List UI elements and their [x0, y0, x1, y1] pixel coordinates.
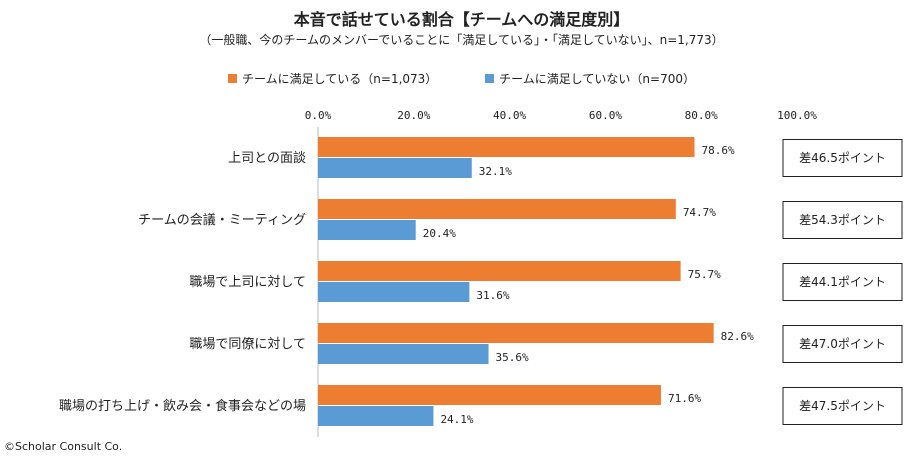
- x-tick-label: 20.0%: [397, 109, 430, 122]
- copyright: ©Scholar Consult Co.: [4, 440, 123, 453]
- category-label: 職場の打ち上げ・飲み会・食事会などの場: [59, 398, 306, 414]
- legend-label-satisfied: チームに満足している（n=1,073）: [242, 72, 438, 86]
- legend-label-not-satisfied: チームに満足していない（n=700）: [499, 72, 695, 86]
- x-tick-label: 40.0%: [493, 109, 526, 122]
- category-label: 職場で上司に対して: [189, 275, 306, 290]
- difference-label: 差47.0ポイント: [799, 337, 886, 351]
- bar: [318, 137, 695, 157]
- difference-box: [782, 325, 903, 363]
- difference-box: [782, 139, 903, 177]
- data-label: 31.6%: [476, 289, 509, 302]
- data-label: 71.6%: [668, 392, 701, 405]
- data-label: 20.4%: [423, 227, 456, 240]
- difference-box: [782, 387, 903, 425]
- difference-label: 差46.5ポイント: [799, 151, 886, 165]
- data-label: 78.6%: [701, 144, 734, 157]
- data-label: 24.1%: [440, 413, 473, 426]
- x-tick-label: 100.0%: [777, 109, 817, 122]
- bar: [318, 158, 472, 178]
- legend-swatch-not-satisfied: [485, 74, 495, 83]
- chart-subtitle: （一般職、今のチームのメンバーでいることに「満足している」・「満足していない」、…: [199, 33, 724, 47]
- bar: [318, 385, 661, 405]
- category-label: チームの会議・ミーティング: [138, 213, 306, 228]
- category-label: 職場で同僚に対して: [189, 337, 306, 352]
- data-label: 75.7%: [688, 268, 721, 281]
- difference-label: 差54.3ポイント: [799, 213, 886, 227]
- data-label: 74.7%: [683, 206, 716, 219]
- bar: [318, 282, 470, 302]
- category-label: 上司との面談: [228, 150, 306, 166]
- legend-item-not-satisfied: チームに満足していない（n=700）: [485, 70, 695, 87]
- legend-swatch-satisfied: [228, 74, 237, 83]
- data-label: 35.6%: [496, 351, 529, 364]
- x-tick-label: 60.0%: [589, 109, 622, 122]
- bar: [318, 344, 489, 364]
- chart-title: 本音で話せている割合【チームへの満足度別】: [293, 10, 630, 29]
- difference-box: [782, 201, 903, 239]
- x-tick-label: 80.0%: [685, 109, 718, 122]
- legend-item-satisfied: チームに満足している（n=1,073）: [228, 70, 437, 87]
- bar: [318, 406, 434, 426]
- legend: チームに満足している（n=1,073） チームに満足していない（n=700）: [0, 70, 923, 87]
- bar: [318, 323, 714, 343]
- data-label: 82.6%: [721, 330, 754, 343]
- data-label: 32.1%: [479, 165, 512, 178]
- bar: [318, 261, 681, 281]
- x-tick-label: 0.0%: [305, 109, 332, 122]
- bar: [318, 220, 416, 240]
- difference-label: 差47.5ポイント: [799, 399, 886, 413]
- difference-box: [782, 263, 903, 301]
- difference-label: 差44.1ポイント: [799, 275, 886, 289]
- bar: [318, 199, 676, 219]
